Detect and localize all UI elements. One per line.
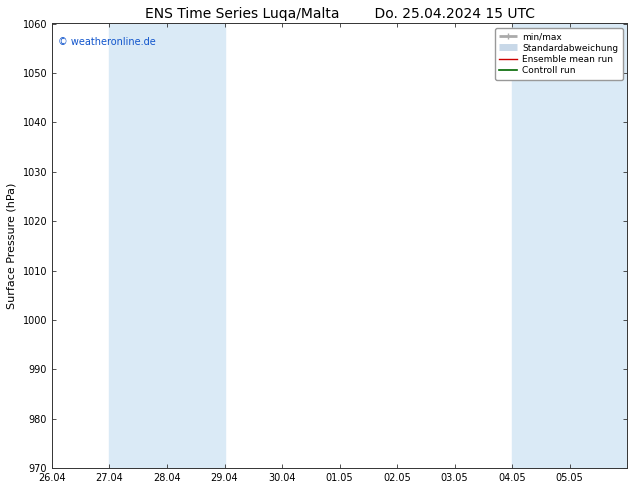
Title: ENS Time Series Luqa/Malta        Do. 25.04.2024 15 UTC: ENS Time Series Luqa/Malta Do. 25.04.202… xyxy=(145,7,534,21)
Bar xyxy=(569,24,627,468)
Legend: min/max, Standardabweichung, Ensemble mean run, Controll run: min/max, Standardabweichung, Ensemble me… xyxy=(495,28,623,80)
Bar xyxy=(167,24,224,468)
Bar xyxy=(512,24,569,468)
Y-axis label: Surface Pressure (hPa): Surface Pressure (hPa) xyxy=(7,183,17,309)
Bar xyxy=(110,24,167,468)
Text: © weatheronline.de: © weatheronline.de xyxy=(58,37,155,47)
